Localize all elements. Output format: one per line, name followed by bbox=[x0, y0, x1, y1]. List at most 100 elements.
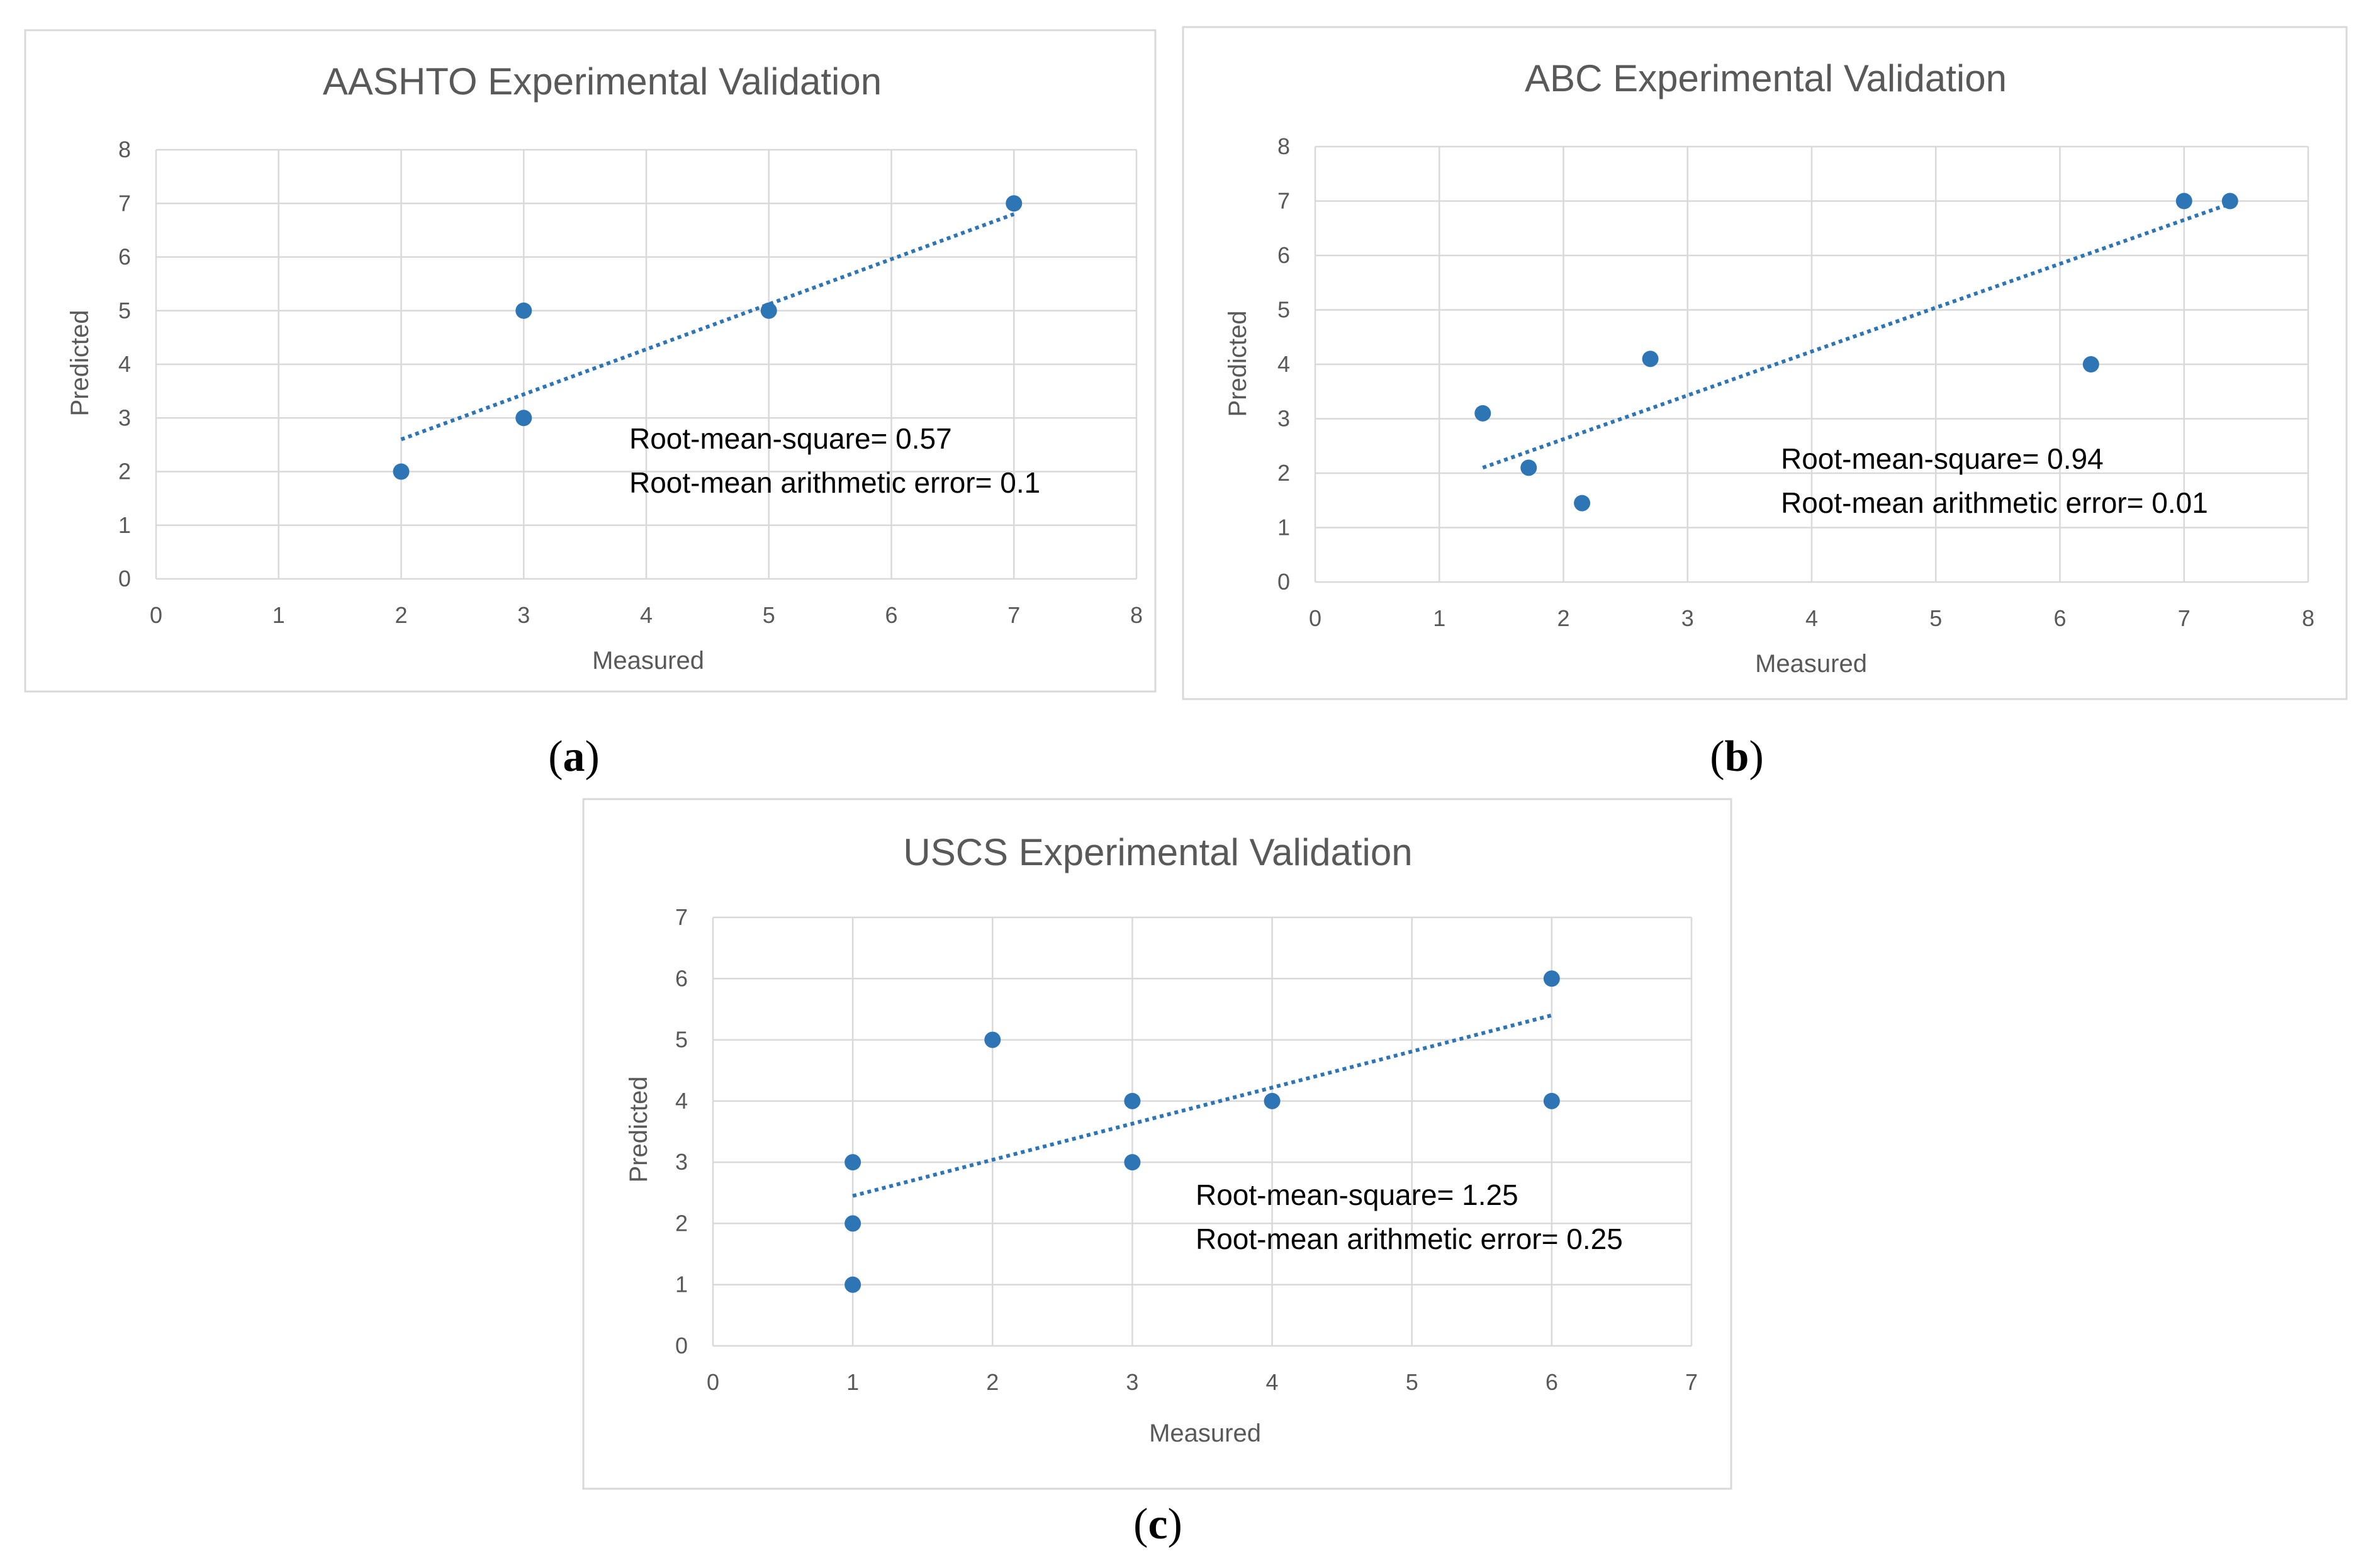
trend-line bbox=[1482, 201, 2231, 470]
y-tick-label: 4 bbox=[1277, 351, 1290, 377]
y-tick-label: 6 bbox=[675, 965, 688, 991]
data-point bbox=[2082, 356, 2099, 372]
y-tick-label: 1 bbox=[118, 512, 131, 538]
y-tick-label: 2 bbox=[675, 1210, 688, 1236]
y-tick-label: 4 bbox=[118, 351, 131, 377]
annotation-text: Root-mean-square= 0.94 bbox=[1781, 442, 2104, 475]
annotation-text: Root-mean arithmetic error= 0.25 bbox=[1196, 1223, 1623, 1255]
y-tick-label: 3 bbox=[675, 1149, 688, 1175]
panel-label-paren: ( bbox=[1133, 1500, 1148, 1548]
data-point bbox=[844, 1215, 861, 1232]
panel-label: (b) bbox=[1710, 732, 1764, 781]
y-tick-label: 7 bbox=[1277, 188, 1290, 214]
y-tick-label: 0 bbox=[675, 1333, 688, 1358]
data-point bbox=[1124, 1154, 1141, 1171]
x-axis-title: Measured bbox=[1755, 650, 1867, 678]
data-point bbox=[1520, 459, 1537, 476]
data-point bbox=[760, 302, 777, 319]
data-point bbox=[515, 302, 532, 319]
chart-title: USCS Experimental Validation bbox=[903, 831, 1412, 873]
y-tick-label: 7 bbox=[118, 190, 131, 216]
panel-label-paren: ) bbox=[1749, 732, 1763, 781]
data-point bbox=[1543, 1092, 1560, 1109]
annotation-text: Root-mean-square= 0.57 bbox=[629, 422, 952, 455]
panel-label-paren: ) bbox=[1168, 1500, 1182, 1548]
data-point bbox=[844, 1154, 861, 1171]
x-axis-title: Measured bbox=[1149, 1420, 1261, 1447]
y-tick-label: 0 bbox=[118, 566, 131, 591]
y-tick-label: 6 bbox=[1277, 242, 1290, 268]
x-tick-label: 3 bbox=[1681, 605, 1694, 631]
x-tick-label: 3 bbox=[1126, 1369, 1138, 1395]
y-axis-title: Predicted bbox=[625, 1077, 653, 1183]
annotation-text: Root-mean arithmetic error= 0.1 bbox=[629, 466, 1040, 499]
chart-title: ABC Experimental Validation bbox=[1525, 57, 2007, 99]
y-tick-label: 3 bbox=[118, 405, 131, 430]
panel-label: (a) bbox=[548, 732, 600, 781]
x-tick-label: 0 bbox=[707, 1369, 719, 1395]
chart-panel-3: 0 1 2 3 4 5 6 7 0 1 2 3 4 5 6 7 USCS Experimental Valida… bbox=[582, 798, 1732, 1490]
x-axis-title: Measured bbox=[592, 647, 704, 675]
panel-label-paren: ( bbox=[1710, 732, 1724, 781]
chart-frame bbox=[24, 29, 1157, 693]
data-point bbox=[984, 1031, 1001, 1048]
data-point bbox=[1474, 405, 1491, 422]
x-tick-label: 2 bbox=[986, 1369, 999, 1395]
x-tick-label: 0 bbox=[150, 602, 162, 628]
panel-label-letter: a bbox=[563, 732, 585, 781]
x-tick-label: 7 bbox=[1007, 602, 1020, 628]
panel-label-letter: c bbox=[1148, 1500, 1167, 1548]
annotation-text: Root-mean arithmetic error= 0.01 bbox=[1781, 486, 2208, 519]
x-tick-label: 4 bbox=[1266, 1369, 1279, 1395]
data-point bbox=[844, 1276, 861, 1293]
x-tick-label: 0 bbox=[1309, 605, 1321, 631]
x-tick-label: 2 bbox=[395, 602, 407, 628]
x-tick-label: 4 bbox=[640, 602, 653, 628]
x-tick-label: 5 bbox=[763, 602, 775, 628]
y-tick-label: 6 bbox=[118, 244, 131, 270]
x-tick-label: 6 bbox=[2053, 605, 2066, 631]
y-tick-label: 1 bbox=[675, 1272, 688, 1297]
trend-line bbox=[400, 212, 1015, 442]
x-tick-label: 5 bbox=[1406, 1369, 1418, 1395]
x-tick-label: 5 bbox=[1929, 605, 1942, 631]
data-point bbox=[1543, 970, 1560, 987]
x-tick-label: 2 bbox=[1557, 605, 1569, 631]
x-tick-label: 8 bbox=[2302, 605, 2314, 631]
panel-label-paren: ( bbox=[548, 732, 563, 781]
data-point bbox=[515, 410, 532, 427]
data-point bbox=[1264, 1092, 1281, 1109]
chart-title: AASHTO Experimental Validation bbox=[323, 60, 882, 103]
panel-label: (c) bbox=[1133, 1500, 1182, 1548]
data-point bbox=[393, 463, 410, 480]
panel-label-letter: b bbox=[1725, 732, 1749, 781]
annotation-text: Root-mean-square= 1.25 bbox=[1196, 1179, 1518, 1211]
y-tick-label: 0 bbox=[1277, 569, 1290, 595]
y-tick-label: 5 bbox=[675, 1027, 688, 1053]
data-point bbox=[1642, 350, 1659, 367]
y-tick-label: 8 bbox=[118, 137, 131, 162]
y-tick-label: 5 bbox=[1277, 297, 1290, 323]
x-tick-label: 7 bbox=[2178, 605, 2191, 631]
y-tick-label: 3 bbox=[1277, 406, 1290, 432]
data-point bbox=[1006, 195, 1023, 212]
y-tick-label: 4 bbox=[675, 1088, 688, 1114]
data-point bbox=[2221, 193, 2238, 210]
x-tick-label: 1 bbox=[272, 602, 285, 628]
y-tick-label: 7 bbox=[675, 904, 688, 930]
x-tick-label: 1 bbox=[1433, 605, 1445, 631]
x-tick-label: 6 bbox=[885, 602, 897, 628]
y-tick-label: 2 bbox=[118, 459, 131, 484]
data-point bbox=[1124, 1092, 1141, 1109]
x-tick-label: 8 bbox=[1130, 602, 1143, 628]
x-tick-label: 6 bbox=[1546, 1369, 1558, 1395]
panel-label-paren: ) bbox=[585, 732, 600, 781]
chart-panel-1: 0 1 2 3 4 5 6 7 8 0 1 2 3 4 5 6 7 8 AASHTO Experimental Va… bbox=[24, 29, 1157, 693]
x-tick-label: 7 bbox=[1685, 1369, 1698, 1395]
y-axis-title: Predicted bbox=[66, 310, 94, 417]
y-tick-label: 8 bbox=[1277, 133, 1290, 159]
y-tick-label: 5 bbox=[118, 298, 131, 323]
chart-frame bbox=[582, 798, 1732, 1490]
chart-panel-2: 0 1 2 3 4 5 6 7 8 0 1 2 3 4 5 6 7 8 ABC Experimental Valid… bbox=[1182, 26, 2348, 700]
